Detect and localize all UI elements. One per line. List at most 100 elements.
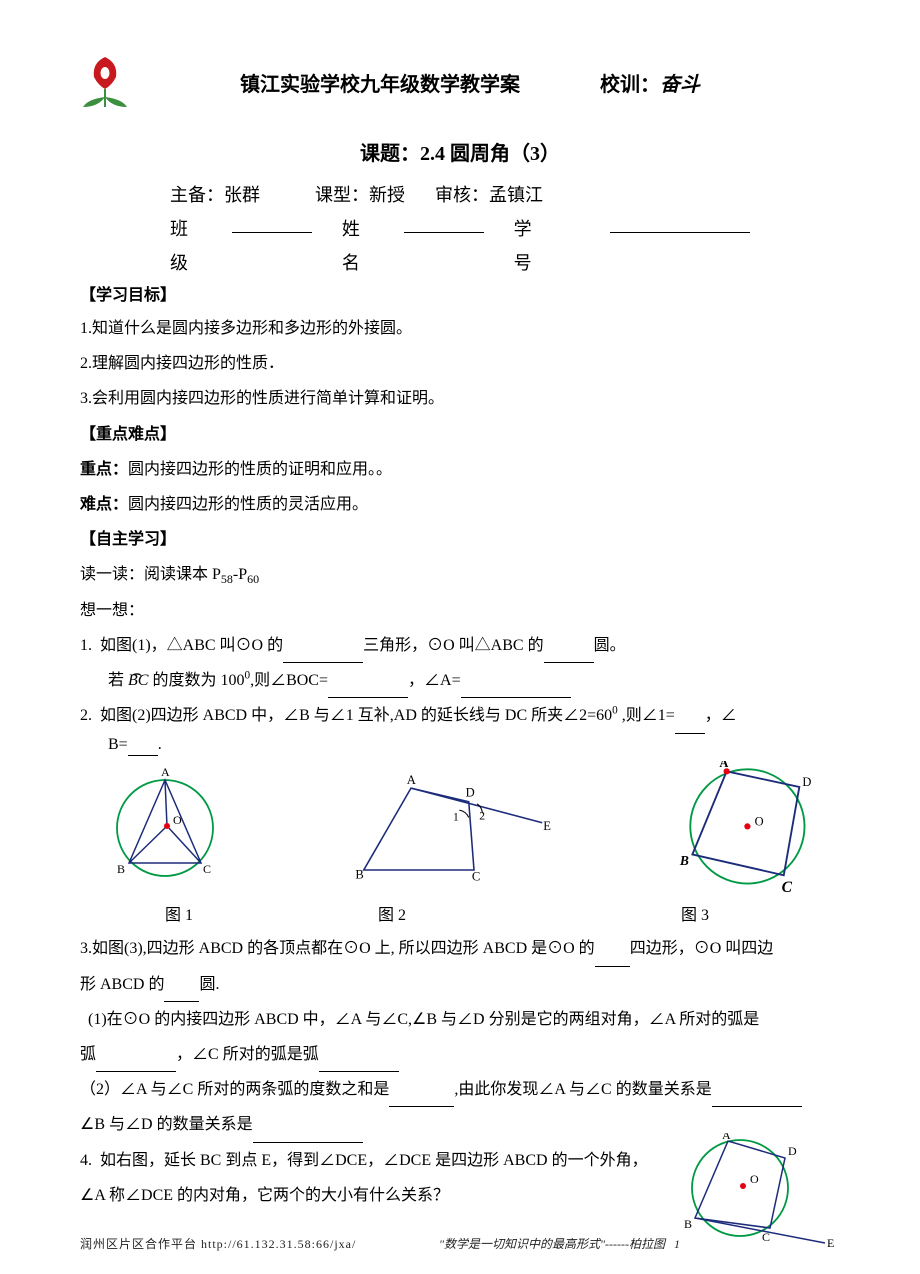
q3s2-b: ,由此你发现∠A 与∠C 的数量关系是 xyxy=(454,1081,711,1098)
svg-text:O: O xyxy=(750,1172,759,1186)
q2-c: ，∠ xyxy=(705,707,737,724)
meta-type: 课型：新授 xyxy=(315,178,405,212)
meta-id-label: 学号 xyxy=(514,212,546,280)
svg-text:1: 1 xyxy=(453,812,459,824)
read-prefix: 读一读：阅读课本 P xyxy=(80,566,221,583)
svg-text:B: B xyxy=(355,868,363,882)
read-line: 读一读：阅读课本 P58-P60 xyxy=(80,557,840,593)
arc-bc-text: BC xyxy=(128,672,148,689)
svg-text:C: C xyxy=(782,879,793,896)
read-p2: 60 xyxy=(247,572,259,586)
q1-blank1[interactable] xyxy=(283,645,363,664)
svg-text:E: E xyxy=(827,1236,834,1250)
q3s2-blank1[interactable] xyxy=(389,1089,454,1108)
id-blank[interactable] xyxy=(610,212,750,233)
q1d-blank2[interactable] xyxy=(461,680,571,699)
q1-line1: 1. 如图(1)，△ABC 叫⊙O 的 三角形，⊙O 叫△ABC 的 圆。 xyxy=(80,628,840,663)
figure-1: A O B C xyxy=(100,768,230,888)
svg-text:D: D xyxy=(788,1144,797,1158)
q3-c: 形 ABCD 的 xyxy=(80,976,164,993)
q3-sub1a: (1)在⊙O 的内接四边形 ABCD 中，∠A 与∠C,∠B 与∠D 分别是它的… xyxy=(80,1002,840,1037)
kd-key: 重点：圆内接四边形的性质的证明和应用。。 xyxy=(80,452,840,487)
kd-key-label: 重点： xyxy=(80,461,128,478)
q1-a: 1. 如图(1)，△ABC 叫⊙O 的 xyxy=(80,637,283,654)
q1-blank2[interactable] xyxy=(544,645,594,664)
svg-text:D: D xyxy=(465,786,474,800)
kd-key-text: 圆内接四边形的性质的证明和应用。。 xyxy=(128,461,392,478)
fig1-label: 图 1 xyxy=(165,901,193,931)
footer-right: "数学是一切知识中的最高形式"------柏拉图 xyxy=(439,1237,665,1251)
q3-d: 圆. xyxy=(199,976,219,993)
figure-2: A D B C E 1 2 xyxy=(348,773,558,883)
q3-line1b: 形 ABCD 的 圆. xyxy=(80,967,840,1002)
kd-diff-text: 圆内接四边形的性质的灵活应用。 xyxy=(128,496,368,513)
goal-2: 2.理解圆内接四边形的性质． xyxy=(80,346,840,381)
q2-blank2[interactable] xyxy=(128,737,158,756)
q2-blank1[interactable] xyxy=(675,715,705,734)
svg-text:D: D xyxy=(802,775,811,789)
think-line: 想一想： xyxy=(80,593,840,628)
q3-a: 3.如图(3),四边形 ABCD 的各顶点都在⊙O 上, 所以四边形 ABCD … xyxy=(80,940,595,957)
kd-heading: 【重点难点】 xyxy=(80,417,840,452)
q3s2-blank2[interactable] xyxy=(712,1089,802,1108)
q3s1-c: ，∠C 所对的弧是弧 xyxy=(176,1046,319,1063)
q3s3-a: ∠B 与∠D 的数量关系是 xyxy=(80,1116,253,1133)
footer-left: 润州区片区合作平台 http://61.132.31.58:66/jxa/ xyxy=(80,1237,356,1251)
motto-label: 校训： xyxy=(600,74,660,96)
figure-labels: 图 1 图 2 图 3 xyxy=(80,901,840,931)
svg-text:E: E xyxy=(543,820,551,834)
meta-class-label: 班级 xyxy=(170,212,202,280)
meta-name-label: 姓名 xyxy=(342,212,374,280)
q1d-d: ，∠A= xyxy=(408,672,461,689)
svg-text:A: A xyxy=(719,761,728,770)
self-heading: 【自主学习】 xyxy=(80,522,840,557)
goal-3: 3.会利用圆内接四边形的性质进行简单计算和证明。 xyxy=(80,381,840,416)
header: 镇江实验学校九年级数学教学案 校训：奋斗 xyxy=(80,50,840,120)
svg-text:C: C xyxy=(471,870,479,884)
lesson-title: 课题：2.4 圆周角（3） xyxy=(80,135,840,173)
fig3-label: 图 3 xyxy=(681,901,709,931)
goal-1: 1.知道什么是圆内接多边形和多边形的外接圆。 xyxy=(80,311,840,346)
name-blank[interactable] xyxy=(404,212,484,233)
class-blank[interactable] xyxy=(232,212,312,233)
svg-text:B: B xyxy=(117,862,125,876)
q1d-a: 若 xyxy=(108,672,128,689)
motto-value: 奋斗 xyxy=(660,74,700,96)
lesson-meta: 主备：张群 课型：新授 审核：孟镇江 班级 姓名 学号 xyxy=(170,178,750,281)
q2-e: . xyxy=(158,736,162,753)
q1-b: 三角形，⊙O 叫△ABC 的 xyxy=(363,637,543,654)
q3s1-b: 弧 xyxy=(80,1046,96,1063)
svg-text:B: B xyxy=(679,853,689,868)
arc-bc: BC xyxy=(128,663,148,698)
q1d-b: 的度数为 100 xyxy=(148,672,244,689)
svg-text:A: A xyxy=(406,773,415,787)
meta-prepare: 主备：张群 xyxy=(170,178,260,212)
q3-line1: 3.如图(3),四边形 ABCD 的各顶点都在⊙O 上, 所以四边形 ABCD … xyxy=(80,931,840,966)
q3-blank1[interactable] xyxy=(595,948,630,967)
svg-text:C: C xyxy=(762,1230,770,1244)
q3s1-blank1[interactable] xyxy=(96,1054,176,1073)
svg-text:2: 2 xyxy=(479,811,485,823)
q3-b: 四边形，⊙O 叫四边 xyxy=(630,940,774,957)
q1d-c: ,则∠BOC= xyxy=(250,672,328,689)
school-logo xyxy=(80,49,130,120)
q1d-blank1[interactable] xyxy=(328,680,408,699)
svg-text:O: O xyxy=(173,813,182,827)
q3s2-a: （2）∠A 与∠C 所对的两条弧的度数之和是 xyxy=(80,1081,389,1098)
q2-d: B= xyxy=(108,736,128,753)
kd-diff: 难点：圆内接四边形的性质的灵活应用。 xyxy=(80,487,840,522)
svg-text:A: A xyxy=(722,1133,731,1142)
q1-c: 圆。 xyxy=(594,637,626,654)
school-motto: 校训：奋斗 xyxy=(600,66,700,104)
svg-text:C: C xyxy=(203,862,211,876)
read-p1: 58 xyxy=(221,572,233,586)
q3-blank2[interactable] xyxy=(164,983,199,1002)
goals-heading: 【学习目标】 xyxy=(80,281,840,311)
svg-text:B: B xyxy=(684,1217,692,1231)
q3s3-blank[interactable] xyxy=(253,1124,363,1143)
q3s1-blank2[interactable] xyxy=(319,1054,399,1073)
q1-line2: 若 BC 的度数为 1000,则∠BOC=，∠A= xyxy=(80,663,840,698)
figure-3: A D B C O xyxy=(675,761,825,896)
svg-text:A: A xyxy=(161,768,170,779)
figures-row: A O B C A D B C E 1 2 A D B C xyxy=(100,761,825,896)
